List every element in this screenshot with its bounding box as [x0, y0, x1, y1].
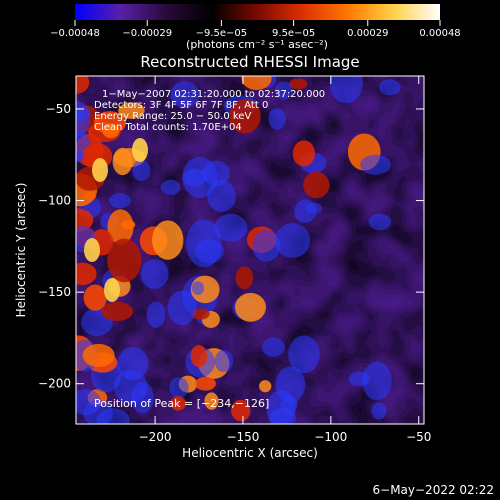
negative-blob [191, 281, 205, 296]
negative-blob [132, 159, 151, 182]
annotation-line: Clean Total counts: 1.70E+04 [94, 122, 242, 133]
emission-blob [112, 147, 133, 176]
negative-blob [160, 179, 181, 196]
x-axis-label: Heliocentric X (arcsec) [182, 446, 318, 460]
chart-title: Reconstructed RHESSI Image [140, 53, 359, 71]
negative-blob [274, 223, 311, 258]
emission-core [132, 138, 148, 162]
negative-blob [360, 154, 391, 175]
colorbar-tick-label: 0.00029 [347, 28, 388, 39]
negative-blob [362, 361, 392, 401]
y-axis-label: Heliocentric Y (arcsec) [14, 183, 28, 318]
negative-blob [274, 81, 293, 100]
negative-blob [146, 301, 166, 328]
negative-blob [186, 219, 222, 268]
emission-blob [82, 343, 115, 367]
negative-blob [140, 259, 169, 289]
y-tick-label: −200 [38, 377, 71, 391]
negative-blob [108, 192, 132, 209]
heatmap-image [76, 76, 424, 424]
colorbar-bar [75, 4, 440, 20]
negative-blob [167, 290, 197, 326]
negative-blob [76, 100, 91, 138]
emission-blob [83, 284, 107, 311]
emission-blob [107, 238, 142, 283]
negative-blob [83, 399, 113, 424]
emission-blobs [76, 76, 401, 424]
emission-blob [292, 140, 316, 167]
negative-blob [113, 369, 148, 405]
emission-blob [235, 292, 266, 322]
negative-blob [371, 402, 387, 420]
negative-blob [288, 335, 320, 374]
emission-blob [204, 392, 219, 410]
emission-core [104, 278, 120, 302]
x-tick-label: −150 [226, 430, 259, 444]
negative-blob [268, 108, 286, 130]
colorbar-tick-label: −9.5e−05 [196, 28, 248, 39]
emission-blob [118, 102, 145, 119]
emission-core [84, 238, 100, 262]
colorbar-tick-label: −0.00029 [122, 28, 172, 39]
peak-position-label: Position of Peak = [−234,−126] [94, 397, 269, 410]
emission-blob [229, 98, 261, 134]
negative-blob [252, 229, 281, 262]
y-axis-ticks: −50 −100 −150 −200 [38, 102, 424, 391]
annotation-block: 1−May−2007 02:31:20.000 to 02:37:20.000D… [94, 89, 325, 133]
x-tick-label: −200 [139, 430, 172, 444]
emission-blob [107, 209, 134, 245]
annotation-line: Energy Range: 25.0 − 50.0 keV [94, 111, 251, 122]
colorbar-ticks: −0.00048 −0.00029 −9.5e−05 9.5e−05 0.00029 0.… [50, 20, 461, 39]
x-tick-label: −50 [406, 430, 431, 444]
colorbar-tick-label: 9.5e−05 [272, 28, 315, 39]
negative-blob [275, 366, 306, 403]
colorbar: −0.00048 −0.00029 −9.5e−05 9.5e−05 0.00029 0.… [50, 4, 461, 51]
emission-blob [303, 171, 330, 199]
plot-frame [75, 75, 425, 425]
negative-blob [262, 337, 285, 357]
emission-blob [76, 208, 94, 232]
emission-blob [259, 380, 272, 393]
footer-timestamp: 6−May−2022 02:22 [373, 483, 495, 497]
emission-blob [289, 78, 308, 90]
y-tick-label: −100 [38, 194, 71, 208]
emission-blob [152, 220, 184, 260]
emission-blob [121, 219, 136, 230]
negative-blob [207, 180, 236, 212]
y-tick-label: −150 [38, 285, 71, 299]
annotation-line: 1−May−2007 02:31:20.000 to 02:37:20.000 [102, 89, 325, 100]
x-axis-ticks: −200 −150 −100 −50 [139, 76, 431, 444]
negative-blob [76, 149, 85, 163]
y-tick-label: −50 [46, 102, 71, 116]
emission-blob [235, 266, 254, 290]
x-tick-label: −100 [314, 430, 347, 444]
negative-blob [214, 349, 234, 373]
negative-blob [169, 377, 189, 399]
negative-blob [368, 213, 392, 231]
emission-blob [194, 376, 216, 391]
negative-blob [170, 81, 200, 109]
colorbar-tick-label: 0.00048 [419, 28, 460, 39]
emission-blob [241, 76, 272, 91]
emission-blob [76, 262, 97, 286]
emission-blob [101, 301, 134, 322]
emission-core [92, 158, 108, 182]
colorbar-tick-label: −0.00048 [50, 28, 100, 39]
annotation-line: Detectors: 3F 4F 5F 6F 7F 8F, Att 0 [94, 100, 268, 111]
negative-blob [294, 199, 317, 223]
emission-blob [102, 123, 120, 139]
colorbar-unit-label: (photons cm⁻² s⁻¹ asec⁻²) [186, 38, 328, 51]
emission-blob [170, 396, 187, 411]
emission-blob [76, 76, 90, 94]
negative-blob [280, 396, 298, 414]
negative-blob [378, 79, 401, 96]
emission-blob [231, 399, 251, 422]
negative-blob [182, 156, 218, 198]
negative-blob [214, 213, 248, 242]
negative-blob [329, 76, 363, 104]
emission-blob [190, 345, 208, 368]
